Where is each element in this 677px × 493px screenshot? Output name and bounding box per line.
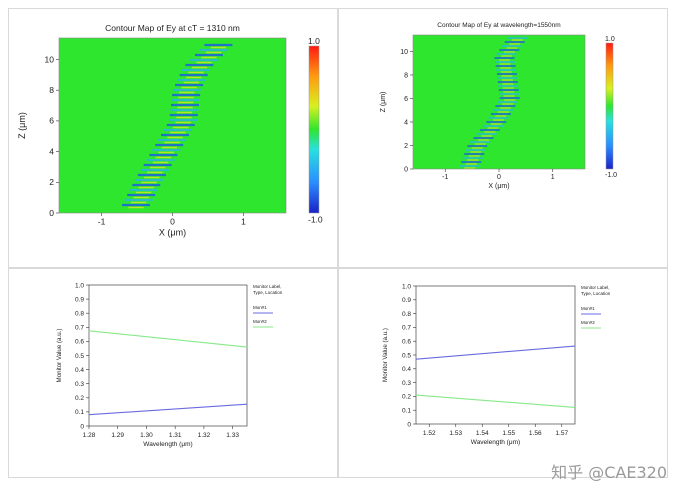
colorbar-min-label: -1.0 bbox=[308, 215, 323, 225]
colorbar-max-label: 1.0 bbox=[308, 36, 320, 46]
y-axis-label: Monitor Value (a.u.) bbox=[56, 329, 63, 383]
beam-fringes bbox=[122, 43, 233, 209]
x-tick-label: 1.33 bbox=[226, 432, 239, 439]
legend-title-line: Monitor Label, bbox=[253, 284, 282, 289]
watermark-text: 知乎 @CAE320 bbox=[551, 463, 667, 482]
y-tick-label: 10 bbox=[45, 54, 55, 64]
y-tick-label: 0.4 bbox=[402, 366, 411, 373]
y-tick-label: 0 bbox=[404, 166, 408, 173]
x-tick-label: 1.52 bbox=[423, 430, 436, 437]
x-axis-label: X (μm) bbox=[488, 183, 509, 190]
contour-chart-2: Contour Map of Ey at wavelength=1550nm -1… bbox=[380, 22, 617, 190]
x-tick-label: 1.29 bbox=[111, 432, 124, 439]
contour-chart-1: Contour Map of Ey at cT = 1310 nm-1 0 1024… bbox=[17, 23, 323, 238]
x-tick-label: 0 bbox=[170, 217, 175, 227]
y-tick-label: 6 bbox=[404, 96, 408, 103]
y-tick-label: 4 bbox=[49, 146, 54, 156]
y-axis-label: Z (μm) bbox=[380, 92, 387, 113]
series-line-Mon1 bbox=[415, 345, 576, 360]
legend-label: Mon#1 bbox=[253, 305, 267, 310]
y-tick-label: 0.7 bbox=[402, 325, 411, 332]
y-tick-label: 0.2 bbox=[402, 394, 411, 401]
y-tick-label: 0.9 bbox=[402, 297, 411, 304]
y-tick-label: 0.6 bbox=[402, 339, 411, 346]
y-axis-label: Monitor Value (a.u.) bbox=[382, 328, 389, 382]
contour-panel-1550: Contour Map of Ey at wavelength=1550nm -1… bbox=[338, 8, 668, 268]
chart-title: Contour Map of Ey at cT = 1310 nm bbox=[105, 23, 240, 33]
x-tick-label: 1.55 bbox=[502, 430, 515, 437]
y-tick-label: 2 bbox=[49, 177, 54, 187]
y-tick-label: 0.6 bbox=[75, 339, 84, 346]
x-tick-label: 1.32 bbox=[198, 432, 211, 439]
y-tick-label: 0 bbox=[80, 423, 84, 430]
y-tick-label: 0.2 bbox=[75, 395, 84, 402]
colorbar bbox=[605, 42, 614, 170]
colorbar-min-label: -1.0 bbox=[605, 172, 617, 179]
y-tick-label: 6 bbox=[49, 116, 54, 126]
contour-panel-1310: Contour Map of Ey at cT = 1310 nm -1 0 1 0 2 4… bbox=[8, 8, 338, 268]
y-tick-label: 1.0 bbox=[75, 282, 84, 289]
y-tick-label: 0.4 bbox=[75, 367, 84, 374]
y-tick-label: 0.7 bbox=[75, 325, 84, 332]
y-tick-label: 8 bbox=[49, 85, 54, 95]
x-axis-label: Wavelength (μm) bbox=[143, 441, 192, 448]
monitor-chart-3: 0 0.1 0.2 0.3 0.4 0.5 0.6 0.7 0.8 0.9 1.0 1.28 1.29 1… bbox=[56, 282, 283, 448]
x-tick-label: 1.57 bbox=[555, 430, 568, 437]
x-axis-label: X (μm) bbox=[159, 228, 186, 238]
x-tick-label: 1.54 bbox=[476, 430, 489, 437]
x-tick-label: 1.53 bbox=[449, 430, 462, 437]
x-tick-label: -1 bbox=[98, 217, 106, 227]
y-tick-label: 10 bbox=[400, 49, 408, 56]
series-line-Mon1 bbox=[88, 403, 248, 416]
beam-fringes bbox=[459, 37, 528, 169]
y-tick-label: 4 bbox=[404, 119, 408, 126]
legend-title-line: Monitor Label, bbox=[581, 285, 610, 290]
x-axis-label: Wavelength (μm) bbox=[471, 439, 520, 446]
legend-title-line: Type, Location bbox=[253, 290, 283, 295]
y-tick-label: 0.5 bbox=[75, 353, 84, 360]
y-tick-label: 2 bbox=[404, 143, 408, 150]
x-tick-label: 1.28 bbox=[83, 432, 96, 439]
y-tick-label: 8 bbox=[404, 72, 408, 79]
monitor-chart-4: 0 0.1 0.2 0.3 0.4 0.5 0.6 0.7 0.8 0.9 1.0 1.52 1.53 1… bbox=[382, 283, 611, 446]
legend-label: Mon#2 bbox=[253, 319, 267, 324]
y-tick-label: 0.1 bbox=[402, 408, 411, 415]
series-line-Mon2 bbox=[88, 330, 248, 348]
y-tick-label: 0.5 bbox=[402, 352, 411, 359]
legend-label: Mon#1 bbox=[581, 306, 595, 311]
plot-frame bbox=[88, 284, 248, 427]
y-tick-label: 0.1 bbox=[75, 409, 84, 416]
monitor-panel-1310: 0 0.1 0.2 0.3 0.4 0.5 0.6 0.7 0.8 0.9 1.0 1.28 1.29 1… bbox=[8, 268, 338, 478]
y-axis-label: Z (μm) bbox=[17, 112, 27, 139]
x-tick-label: 1.56 bbox=[529, 430, 542, 437]
x-tick-label: 1.30 bbox=[140, 432, 153, 439]
y-tick-label: 0.3 bbox=[402, 380, 411, 387]
y-tick-label: 1.0 bbox=[402, 283, 411, 290]
x-tick-label: -1 bbox=[442, 174, 448, 181]
x-tick-label: 1 bbox=[241, 217, 246, 227]
y-tick-label: 0 bbox=[407, 421, 411, 428]
y-tick-label: 0.8 bbox=[402, 311, 411, 318]
legend-title-line: Type, Location bbox=[581, 291, 611, 296]
series-line-Mon2 bbox=[415, 394, 576, 408]
colorbar-max-label: 1.0 bbox=[605, 36, 615, 43]
legend-label: Mon#2 bbox=[581, 320, 595, 325]
x-tick-label: 1 bbox=[551, 174, 555, 181]
y-tick-label: 0.8 bbox=[75, 311, 84, 318]
colorbar bbox=[308, 45, 320, 214]
plot-frame bbox=[415, 285, 576, 425]
chart-title: Contour Map of Ey at wavelength=1550nm bbox=[437, 22, 560, 29]
y-tick-label: 0.3 bbox=[75, 381, 84, 388]
x-tick-label: 1.31 bbox=[169, 432, 182, 439]
monitor-panel-1550: 0 0.1 0.2 0.3 0.4 0.5 0.6 0.7 0.8 0.9 1.0 1.52 1.53 1… bbox=[338, 268, 668, 478]
y-tick-label: 0 bbox=[49, 208, 54, 218]
x-tick-label: 0 bbox=[497, 174, 501, 181]
y-tick-label: 0.9 bbox=[75, 296, 84, 303]
